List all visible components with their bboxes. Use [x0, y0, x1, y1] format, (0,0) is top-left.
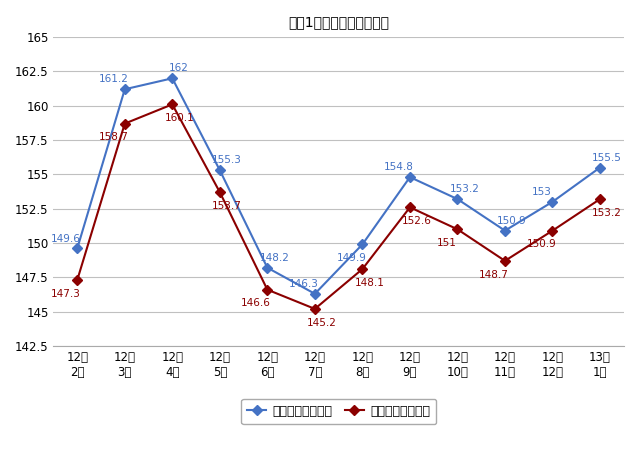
ハイオク看板価格 — [168, 75, 176, 81]
ハイオク看板価格 — [406, 174, 414, 180]
Text: 150.9: 150.9 — [527, 239, 556, 249]
ハイオク実売価格 — [168, 101, 176, 107]
ハイオク実売価格 — [454, 226, 461, 232]
ハイオク看板価格 — [264, 265, 271, 271]
Text: 160.1: 160.1 — [164, 113, 194, 123]
ハイオク実売価格 — [216, 189, 223, 195]
ハイオク看板価格 — [216, 167, 223, 173]
Text: 147.3: 147.3 — [51, 289, 81, 299]
ハイオク看板価格 — [121, 86, 129, 92]
Text: 145.2: 145.2 — [307, 318, 337, 327]
ハイオク実売価格 — [264, 287, 271, 292]
Text: 162: 162 — [170, 63, 189, 73]
ハイオク看板価格 — [548, 199, 556, 205]
ハイオク実売価格 — [311, 306, 319, 312]
ハイオク看板価格 — [501, 228, 509, 233]
Text: 153.7: 153.7 — [212, 201, 242, 211]
ハイオク看板価格 — [74, 246, 81, 251]
Text: 155.3: 155.3 — [212, 155, 242, 165]
Text: 158.7: 158.7 — [99, 132, 129, 142]
Text: 153.2: 153.2 — [592, 208, 622, 218]
ハイオク看板価格 — [311, 291, 319, 297]
ハイオク実売価格 — [74, 277, 81, 283]
ハイオク実売価格 — [358, 266, 366, 272]
ハイオク実売価格 — [548, 228, 556, 233]
Text: 148.7: 148.7 — [479, 270, 509, 279]
Text: 153.2: 153.2 — [449, 184, 479, 194]
Text: 149.6: 149.6 — [51, 233, 81, 244]
ハイオク看板価格 — [596, 165, 604, 170]
Text: 149.9: 149.9 — [337, 253, 366, 263]
ハイオク実売価格 — [406, 205, 414, 210]
Text: 146.3: 146.3 — [289, 279, 319, 289]
ハイオク看板価格 — [358, 242, 366, 247]
Line: ハイオク看板価格: ハイオク看板価格 — [74, 75, 604, 297]
Legend: ハイオク看板価格, ハイオク実売価格: ハイオク看板価格, ハイオク実売価格 — [241, 399, 436, 424]
Text: 146.6: 146.6 — [241, 299, 271, 308]
ハイオク実売価格 — [121, 121, 129, 126]
Line: ハイオク実売価格: ハイオク実売価格 — [74, 101, 604, 312]
Text: 148.2: 148.2 — [259, 253, 289, 263]
ハイオク実売価格 — [596, 196, 604, 202]
Text: 153: 153 — [531, 187, 551, 197]
Title: 最近1年間のハイオク価格: 最近1年間のハイオク価格 — [288, 15, 389, 29]
Text: 150.9: 150.9 — [497, 216, 527, 226]
Text: 152.6: 152.6 — [402, 216, 432, 226]
Text: 155.5: 155.5 — [592, 153, 622, 163]
Text: 161.2: 161.2 — [99, 74, 129, 84]
Text: 148.1: 148.1 — [355, 278, 384, 288]
Text: 151: 151 — [436, 238, 456, 248]
Text: 154.8: 154.8 — [384, 162, 413, 172]
ハイオク実売価格 — [501, 258, 509, 264]
ハイオク看板価格 — [454, 196, 461, 202]
